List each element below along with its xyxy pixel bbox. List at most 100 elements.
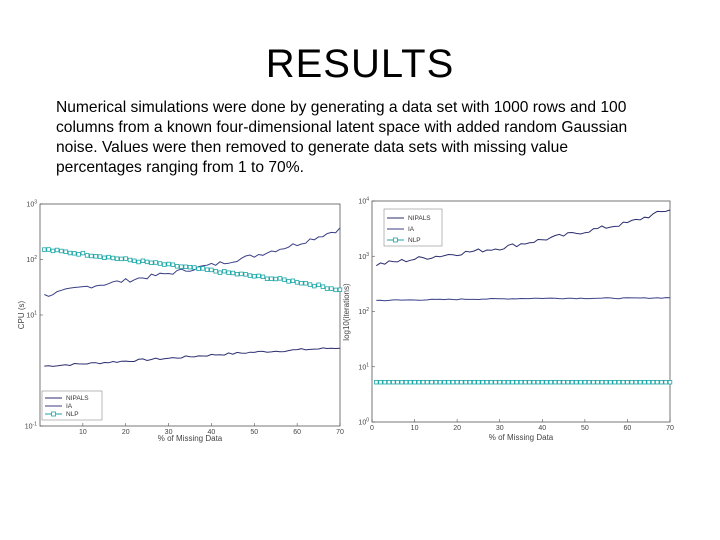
cpu-series-nlp-marker bbox=[256, 273, 261, 279]
cpu-series-nlp-marker bbox=[277, 276, 283, 281]
iterations-series-nlp-marker bbox=[582, 379, 588, 385]
cpu-series-nlp-marker bbox=[89, 253, 94, 259]
iterations-series-nlp-marker bbox=[408, 379, 413, 385]
iterations-ytick-label: 100 bbox=[358, 418, 369, 427]
iterations-series-nlp-marker bbox=[595, 379, 600, 385]
iterations-series-nlp-marker bbox=[629, 379, 634, 385]
iterations-series-nlp-marker bbox=[578, 379, 583, 385]
iterations-series-nlp-marker bbox=[501, 379, 507, 385]
cpu-series-nlp-marker bbox=[337, 287, 343, 292]
cpu-series-nlp-marker bbox=[303, 281, 308, 286]
cpu-series-nlp-marker bbox=[252, 274, 257, 279]
iterations-series-nlp-marker bbox=[603, 379, 609, 385]
iterations-series-nlp-marker bbox=[488, 379, 494, 385]
iterations-series-nlp-marker bbox=[659, 379, 664, 385]
iterations-series-nlp-marker bbox=[416, 379, 421, 385]
iterations-series-nlp-marker bbox=[663, 379, 668, 385]
cpu-xtick-label: 70 bbox=[336, 429, 344, 436]
iterations-series-nlp-marker bbox=[650, 379, 656, 385]
iterations-xtick-label: 40 bbox=[538, 425, 546, 432]
cpu-series-nlp-marker bbox=[153, 260, 158, 265]
cpu-series-nlp-marker bbox=[179, 264, 184, 269]
iterations-series-nlp-marker bbox=[412, 379, 417, 385]
cpu-series-nlp-marker bbox=[174, 264, 180, 269]
cpu-series-nlp-marker bbox=[264, 276, 270, 281]
cpu-series-nlp-marker bbox=[72, 251, 77, 256]
iterations-legend-nlp-marker bbox=[393, 237, 398, 243]
iterations-series-nlp-marker bbox=[531, 379, 536, 385]
cpu-series-nlp-marker bbox=[333, 287, 338, 293]
cpu-series-nlp-marker bbox=[239, 271, 244, 277]
cpu-series-nlp-marker bbox=[320, 284, 326, 289]
iterations-series-nlp-marker bbox=[476, 379, 481, 385]
iterations-series-nlp-marker bbox=[557, 379, 562, 385]
iterations-series-nlp-marker bbox=[454, 379, 460, 385]
iterations-series-nlp-marker bbox=[437, 379, 443, 385]
cpu-series-nlp-marker bbox=[170, 262, 176, 267]
iterations-series-nlp-marker bbox=[374, 379, 379, 385]
cpu-legend-nlp-label: NLP bbox=[66, 411, 79, 418]
iterations-chart: % of Missing Data log10(iterations) 0 10 2… bbox=[342, 197, 674, 443]
cpu-series-nlp-marker bbox=[114, 256, 120, 261]
cpu-series-nlp-marker bbox=[290, 278, 296, 283]
cpu-series-nlp-marker bbox=[54, 247, 60, 253]
cpu-series-nlp-marker bbox=[196, 266, 201, 271]
iterations-series-nlp-marker bbox=[442, 379, 447, 385]
iterations-series-nlp-marker bbox=[450, 379, 456, 385]
iterations-series-nlp-marker bbox=[467, 379, 473, 385]
iterations-series-nlp-marker bbox=[382, 379, 387, 385]
cpu-xtick-label: 10 bbox=[79, 429, 87, 436]
iterations-chart-ylabel: log10(iterations) bbox=[342, 283, 351, 341]
iterations-series-nlp-marker bbox=[510, 379, 515, 385]
cpu-ytick-label: 101 bbox=[26, 311, 37, 320]
iterations-series-nlp-marker bbox=[399, 379, 404, 385]
iterations-series-nlp-marker bbox=[391, 379, 396, 385]
cpu-series-nlp-marker bbox=[192, 265, 197, 270]
cpu-series-ia-line bbox=[44, 227, 341, 297]
cpu-series-nipals-line bbox=[44, 347, 341, 367]
cpu-series-nlp-marker bbox=[299, 280, 304, 286]
iterations-series-nlp-marker bbox=[518, 379, 524, 385]
iterations-series-nlp-marker bbox=[608, 379, 613, 385]
cpu-series-nlp-marker bbox=[230, 270, 236, 276]
cpu-series-nlp-marker bbox=[217, 270, 223, 275]
cpu-series-nlp-marker bbox=[162, 262, 167, 267]
cpu-series-nlp-marker bbox=[183, 264, 188, 269]
cpu-series-nlp-marker bbox=[140, 258, 146, 263]
iterations-series-nlp-marker bbox=[433, 379, 439, 385]
iterations-series-nlp-marker bbox=[403, 379, 409, 385]
cpu-series-nlp-marker bbox=[204, 267, 210, 272]
cpu-series-nlp-marker bbox=[132, 258, 137, 263]
iterations-series-nlp-marker bbox=[574, 379, 579, 385]
cpu-legend-ia-label: IA bbox=[66, 403, 73, 410]
cpu-series-nlp-marker bbox=[123, 256, 128, 261]
iterations-series-nlp-marker bbox=[544, 379, 549, 385]
iterations-series-nlp-marker bbox=[633, 379, 639, 385]
cpu-chart-xlabel: % of Missing Data bbox=[158, 434, 223, 443]
iterations-ytick-label: 104 bbox=[358, 197, 369, 206]
cpu-series-nlp-marker bbox=[46, 247, 51, 252]
iterations-ytick-label: 102 bbox=[358, 307, 369, 316]
cpu-series-nlp-marker bbox=[136, 259, 141, 265]
cpu-series-nlp-marker bbox=[119, 256, 124, 262]
cpu-series-nlp-marker bbox=[187, 264, 193, 270]
iterations-series-nlp-marker bbox=[471, 379, 477, 385]
cpu-xtick-label: 50 bbox=[250, 429, 258, 436]
cpu-series-nlp-marker bbox=[312, 283, 317, 289]
cpu-series-nlp-marker bbox=[144, 259, 150, 265]
iterations-series-nlp-marker bbox=[540, 379, 545, 385]
iterations-xtick-label: 70 bbox=[666, 425, 674, 432]
cpu-series-nlp-marker bbox=[127, 257, 133, 263]
iterations-series-nlp-marker bbox=[616, 379, 622, 385]
cpu-series-nlp-marker bbox=[67, 250, 73, 256]
cpu-series-nlp-marker bbox=[294, 280, 300, 285]
cpu-series-nlp-marker bbox=[63, 249, 68, 254]
cpu-series-nlp-marker bbox=[234, 271, 240, 277]
slide-title: RESULTS bbox=[265, 42, 455, 86]
iterations-series-nlp-marker bbox=[561, 379, 566, 385]
iterations-series-nlp-marker bbox=[612, 379, 617, 385]
slide-body-text: Numerical simulations were done by gener… bbox=[56, 99, 628, 176]
iterations-series-nlp-marker bbox=[420, 379, 426, 385]
iterations-series-nlp-marker bbox=[591, 379, 596, 385]
cpu-legend-nlp-marker bbox=[51, 411, 56, 417]
